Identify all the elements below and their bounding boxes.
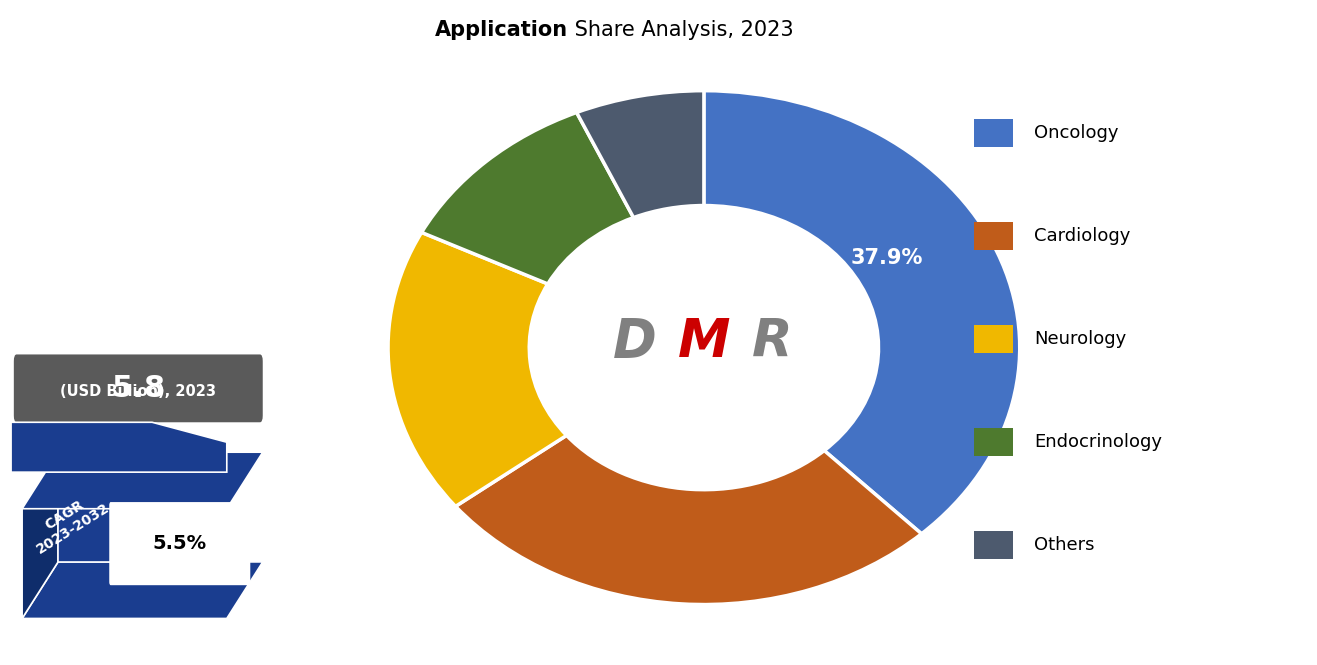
- Polygon shape: [11, 422, 227, 472]
- Text: Endocrinology: Endocrinology: [1034, 433, 1162, 452]
- Text: Research: Research: [63, 165, 213, 194]
- Text: Market: Market: [79, 108, 198, 138]
- Polygon shape: [22, 452, 262, 509]
- Text: Cardiology: Cardiology: [1034, 227, 1130, 245]
- Text: M: M: [678, 316, 730, 368]
- Text: D: D: [614, 316, 657, 368]
- Circle shape: [529, 205, 878, 489]
- Polygon shape: [22, 452, 58, 618]
- Wedge shape: [421, 112, 633, 284]
- Wedge shape: [577, 90, 703, 217]
- Wedge shape: [456, 436, 922, 604]
- Bar: [973, 531, 1013, 559]
- Bar: [973, 428, 1013, 456]
- Text: Others: Others: [1034, 536, 1094, 555]
- Text: Neurology: Neurology: [1034, 330, 1126, 348]
- Text: Radiopharmaceutical: Radiopharmaceutical: [51, 294, 225, 309]
- Text: (USD Billion), 2023: (USD Billion), 2023: [61, 384, 216, 399]
- Text: Global: Global: [112, 249, 165, 263]
- Bar: [973, 325, 1013, 353]
- Text: 37.9%: 37.9%: [851, 249, 923, 269]
- Text: Share Analysis, 2023: Share Analysis, 2023: [568, 20, 794, 40]
- Polygon shape: [22, 562, 262, 618]
- Text: Market Size: Market Size: [90, 339, 187, 354]
- Text: Oncology: Oncology: [1034, 124, 1118, 142]
- Wedge shape: [389, 232, 566, 506]
- Text: 5.8: 5.8: [111, 374, 166, 403]
- Bar: [973, 119, 1013, 147]
- Text: CAGR
2023-2032: CAGR 2023-2032: [26, 487, 112, 557]
- Text: Dimension: Dimension: [51, 52, 225, 81]
- FancyBboxPatch shape: [109, 502, 250, 585]
- Text: Application: Application: [435, 20, 568, 40]
- Bar: [973, 222, 1013, 250]
- Polygon shape: [58, 452, 227, 562]
- Text: 5.5%: 5.5%: [153, 534, 207, 553]
- FancyBboxPatch shape: [13, 354, 263, 422]
- Wedge shape: [703, 90, 1019, 534]
- Text: R: R: [752, 316, 793, 368]
